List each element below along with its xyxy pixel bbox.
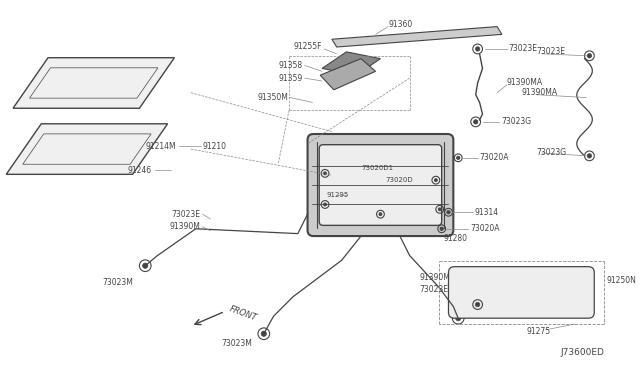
Text: 73020A: 73020A: [479, 153, 509, 162]
Text: 73020A: 73020A: [470, 224, 499, 233]
Text: 73020D: 73020D: [385, 177, 413, 183]
Text: 91350M: 91350M: [257, 93, 288, 102]
Text: 91246: 91246: [128, 166, 152, 175]
Polygon shape: [332, 27, 502, 47]
Circle shape: [143, 263, 148, 268]
Circle shape: [476, 302, 480, 307]
Polygon shape: [322, 52, 380, 75]
Text: 91359: 91359: [278, 74, 303, 83]
Text: 91358: 91358: [278, 61, 303, 70]
Circle shape: [588, 54, 591, 58]
Circle shape: [440, 227, 444, 231]
Text: 73023E: 73023E: [536, 47, 565, 57]
Text: 91390M: 91390M: [419, 273, 450, 282]
FancyBboxPatch shape: [319, 145, 442, 225]
Polygon shape: [320, 59, 376, 90]
Text: 73020D1: 73020D1: [361, 164, 393, 170]
Text: 91390MA: 91390MA: [522, 88, 557, 97]
Circle shape: [447, 211, 450, 214]
Text: 91275: 91275: [526, 327, 550, 336]
Text: 91255F: 91255F: [294, 42, 322, 51]
Text: 91210: 91210: [203, 142, 227, 151]
Text: FRONT: FRONT: [228, 304, 259, 323]
Circle shape: [588, 154, 591, 158]
Circle shape: [435, 179, 437, 182]
Text: 91390M: 91390M: [170, 222, 200, 231]
Text: 73023M: 73023M: [102, 278, 134, 287]
Text: 91280: 91280: [444, 234, 468, 243]
Circle shape: [476, 47, 480, 51]
Text: 73023E: 73023E: [172, 210, 200, 219]
Circle shape: [261, 331, 266, 336]
Text: 91390MA: 91390MA: [507, 78, 543, 87]
Text: 73023M: 73023M: [221, 339, 252, 348]
Circle shape: [323, 203, 326, 206]
Text: 91214M: 91214M: [146, 142, 177, 151]
Circle shape: [438, 208, 442, 211]
Text: 91295: 91295: [327, 192, 349, 198]
Circle shape: [323, 172, 326, 175]
Polygon shape: [6, 124, 168, 174]
FancyBboxPatch shape: [449, 267, 595, 318]
Text: 91314: 91314: [475, 208, 499, 217]
Text: 91250N: 91250N: [607, 276, 637, 285]
Text: 73023G: 73023G: [536, 148, 566, 157]
Text: J73600ED: J73600ED: [560, 348, 604, 357]
Circle shape: [379, 213, 382, 216]
Text: 73023E: 73023E: [419, 285, 449, 295]
Text: 73023G: 73023G: [501, 117, 531, 126]
FancyBboxPatch shape: [308, 134, 453, 236]
Circle shape: [474, 120, 478, 124]
Polygon shape: [13, 58, 174, 108]
Text: 73023E: 73023E: [509, 45, 538, 54]
Circle shape: [456, 315, 461, 321]
Circle shape: [456, 156, 460, 160]
Text: 91360: 91360: [388, 20, 412, 29]
